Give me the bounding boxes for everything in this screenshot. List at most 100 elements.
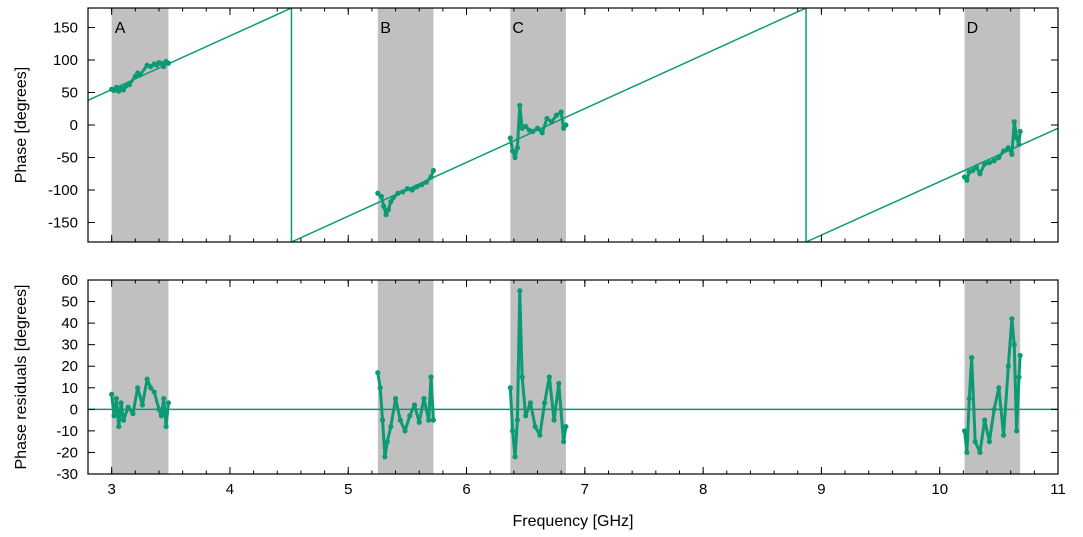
data-point: [377, 385, 383, 391]
band-label-d: D: [967, 20, 979, 37]
data-point: [558, 109, 564, 115]
data-point: [563, 122, 569, 128]
data-point: [165, 60, 172, 66]
data-point: [563, 423, 569, 430]
data-point: [423, 179, 429, 185]
data-point: [390, 195, 396, 201]
y-tick-label: 150: [53, 20, 78, 37]
residuals-panel: -30 -20 -10 0 10 20 30 40 50 60 3 4 5 6 7 8 9 10 11 Phase r…: [13, 272, 1066, 530]
data-point: [1017, 352, 1023, 359]
x-tick-label: 6: [462, 481, 470, 498]
plot-frame: [87, 7, 1059, 243]
data-point: [381, 203, 387, 209]
data-point: [1009, 316, 1015, 322]
data-point: [378, 193, 384, 200]
phase-plot-area: [88, 8, 1058, 242]
x-tick-label: 10: [931, 481, 948, 498]
y-tick-label: 40: [61, 315, 78, 332]
band-label-c: C: [512, 20, 524, 37]
data-point: [148, 385, 154, 391]
data-point: [165, 400, 172, 406]
data-point: [407, 413, 413, 419]
data-point: [161, 63, 167, 70]
y-tick-label: -50: [56, 150, 78, 167]
residuals-plot-area: [88, 288, 1058, 460]
data-point: [991, 158, 997, 164]
y-tick-label: 60: [61, 272, 78, 289]
data-point: [523, 413, 529, 419]
data-point: [116, 423, 122, 430]
data-point: [544, 115, 550, 122]
data-point: [1011, 119, 1017, 125]
x-tick-label: 7: [581, 481, 589, 498]
data-point: [158, 413, 164, 419]
fit-line-segment: [291, 8, 807, 242]
band-b: [377, 8, 434, 242]
data-point: [411, 402, 418, 408]
phase-panel: A B C D -150 -100 -50 0 50 100 150 Phase [degrees]: [13, 7, 1059, 243]
data-point: [542, 400, 548, 406]
y-tick-label: 30: [61, 337, 78, 354]
x-tick-label: 5: [344, 481, 352, 498]
data-point: [421, 395, 427, 402]
data-point: [534, 125, 541, 131]
data-point: [392, 395, 399, 402]
data-point: [512, 154, 518, 161]
data-point: [375, 190, 381, 196]
data-point: [1016, 374, 1022, 380]
data-series-2: [508, 289, 568, 459]
data-series-1: [376, 371, 435, 459]
y-axis-label: Phase [degrees]: [13, 67, 30, 184]
data-point: [512, 454, 518, 460]
data-point: [1011, 342, 1017, 348]
data-point: [113, 395, 119, 402]
data-point: [507, 135, 513, 141]
y-tick-label: 100: [53, 52, 78, 69]
x-tick-label: 8: [699, 481, 707, 498]
data-series-0: [110, 377, 170, 429]
y-tick-label: 0: [70, 401, 78, 418]
plot-frame: [87, 279, 1059, 475]
data-point: [970, 167, 976, 174]
data-point: [404, 186, 410, 192]
x-tick-label: 3: [107, 481, 115, 498]
data-point: [395, 190, 401, 196]
y-axis-label: Phase residuals [degrees]: [13, 285, 30, 470]
x-tick-label: 11: [1050, 481, 1066, 498]
data-point: [539, 130, 545, 136]
data-point: [111, 413, 117, 419]
data-point: [397, 417, 403, 423]
data-point: [972, 439, 978, 445]
data-point: [982, 161, 988, 167]
data-point: [414, 184, 420, 190]
data-point: [416, 419, 422, 425]
data-point: [385, 206, 392, 213]
data-point: [1000, 148, 1007, 154]
y-tick-label: -150: [48, 215, 78, 232]
fit-line-segment: [88, 8, 292, 101]
data-point: [560, 439, 567, 445]
data-point: [428, 374, 434, 380]
data-point: [969, 355, 975, 361]
data-point: [996, 154, 1002, 161]
data-point: [384, 439, 390, 445]
x-tick-label: 4: [226, 481, 234, 498]
data-point: [973, 164, 979, 170]
data-point: [139, 402, 146, 408]
data-point: [964, 177, 970, 183]
data-point: [120, 87, 127, 93]
data-point: [375, 370, 381, 376]
data-point: [532, 423, 538, 430]
data-point: [1005, 363, 1011, 369]
data-point: [109, 391, 115, 397]
data-point: [418, 182, 425, 188]
data-point: [130, 411, 136, 417]
y-tick-label: 0: [70, 117, 78, 134]
data-point: [519, 374, 525, 380]
data-point: [1013, 135, 1020, 141]
band-0: [111, 280, 169, 474]
data-point: [430, 167, 437, 174]
data-point: [144, 376, 150, 382]
data-point: [549, 119, 555, 125]
